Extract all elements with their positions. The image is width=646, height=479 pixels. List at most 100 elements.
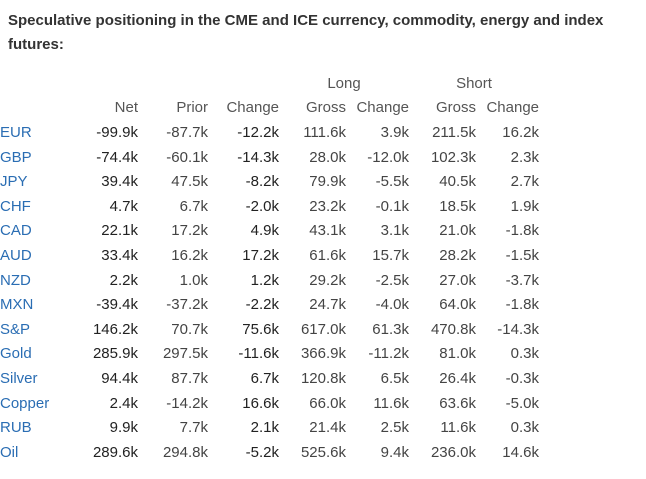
short-gross-cell: 470.8k bbox=[430, 320, 476, 338]
change-cell: 1.2k bbox=[250, 271, 279, 289]
net-cell: 33.4k bbox=[101, 246, 138, 264]
prior-cell: 47.5k bbox=[171, 173, 208, 191]
short-change-cell: -5.0k bbox=[505, 394, 539, 412]
table-row: GBP -74.4k -60.1k -14.3k 28.0k -12.0k 102.3k 2.… bbox=[0, 145, 539, 170]
change-cell: 6.7k bbox=[250, 369, 279, 387]
table-row: NZD 2.2k 1.0k 1.2k 29.2k -2.5k 27.0k -3.7k bbox=[0, 268, 539, 293]
short-change-cell: 14.6k bbox=[502, 443, 539, 461]
table-header: Long Short Net Prior Change Gross Change… bbox=[0, 71, 539, 120]
net-cell: 285.9k bbox=[92, 345, 138, 363]
change-spacer bbox=[208, 71, 279, 96]
long-change-cell: -2.5k bbox=[375, 271, 409, 289]
net-cell: 4.7k bbox=[109, 197, 138, 215]
change-cell: 75.6k bbox=[242, 320, 279, 338]
short-gross-cell: 26.4k bbox=[439, 369, 476, 387]
change-cell: 4.9k bbox=[250, 222, 279, 240]
change-cell: -2.0k bbox=[245, 197, 279, 215]
long-change-cell: 15.7k bbox=[372, 246, 409, 264]
short-gross-cell: 211.5k bbox=[432, 123, 476, 141]
long-gross-cell: 79.9k bbox=[309, 173, 346, 191]
short-change-cell: 16.2k bbox=[502, 123, 539, 141]
prior-cell: 16.2k bbox=[171, 246, 208, 264]
long-change-cell: 3.1k bbox=[380, 222, 409, 240]
net-cell: 146.2k bbox=[92, 320, 138, 338]
table-row: MXN -39.4k -37.2k -2.2k 24.7k -4.0k 64.0k -1.8k bbox=[0, 292, 539, 317]
net-header: Net bbox=[114, 99, 138, 117]
long-change-cell: -4.0k bbox=[375, 296, 409, 314]
short-change-cell: 2.3k bbox=[510, 148, 539, 166]
prior-cell: 294.8k bbox=[162, 443, 208, 461]
table-row: AUD 33.4k 16.2k 17.2k 61.6k 15.7k 28.2k -1.5k bbox=[0, 243, 539, 268]
short-change-cell: -3.7k bbox=[505, 271, 539, 289]
long-gross-cell: 29.2k bbox=[309, 271, 346, 289]
instrument-label: CAD bbox=[0, 222, 32, 240]
net-cell: 39.4k bbox=[101, 173, 138, 191]
net-cell: 2.4k bbox=[109, 394, 138, 412]
long-gross-cell: 66.0k bbox=[309, 394, 346, 412]
prior-cell: 70.7k bbox=[171, 320, 208, 338]
prior-cell: -37.2k bbox=[166, 296, 208, 314]
long-gross-cell: 21.4k bbox=[309, 419, 346, 437]
long-change-cell: 2.5k bbox=[380, 419, 409, 437]
net-cell: -74.4k bbox=[96, 148, 138, 166]
instrument-label: AUD bbox=[0, 246, 32, 264]
net-cell: -99.9k bbox=[96, 123, 138, 141]
long-change-cell: 3.9k bbox=[380, 123, 409, 141]
long-gross-cell: 525.6k bbox=[300, 443, 346, 461]
table-row: CAD 22.1k 17.2k 4.9k 43.1k 3.1k 21.0k -1.8k bbox=[0, 219, 539, 244]
long-change-cell: -11.2k bbox=[368, 345, 409, 363]
change-cell: 16.6k bbox=[242, 394, 279, 412]
instrument-label: JPY bbox=[0, 173, 28, 191]
change-cell: -11.6k bbox=[238, 345, 279, 363]
change-cell: -8.2k bbox=[245, 173, 279, 191]
long-change-cell: 9.4k bbox=[380, 443, 409, 461]
table-body: EUR -99.9k -87.7k -12.2k 111.6k 3.9k 211.5k 16.… bbox=[0, 120, 539, 464]
long-gross-cell: 61.6k bbox=[309, 246, 346, 264]
group-header-row: Long Short bbox=[0, 71, 539, 96]
long-gross-cell: 120.8k bbox=[300, 369, 346, 387]
instrument-label: CHF bbox=[0, 197, 31, 215]
change-cell: -14.3k bbox=[237, 148, 279, 166]
long-group-header: Long bbox=[327, 74, 361, 92]
change-cell: -12.2k bbox=[237, 123, 279, 141]
instrument-label: Copper bbox=[0, 394, 50, 412]
short-change-cell: -1.8k bbox=[505, 222, 539, 240]
prior-cell: -60.1k bbox=[166, 148, 208, 166]
prior-cell: 17.2k bbox=[171, 222, 208, 240]
long-gross-cell: 111.6k bbox=[303, 123, 346, 141]
prior-cell: -87.7k bbox=[166, 123, 208, 141]
long-gross-cell: 24.7k bbox=[309, 296, 346, 314]
prior-header: Prior bbox=[176, 99, 208, 117]
long-gross-header: Gross bbox=[305, 99, 346, 117]
change-cell: -5.2k bbox=[245, 443, 279, 461]
short-change-cell: -14.3k bbox=[497, 320, 539, 338]
change-cell: -2.2k bbox=[245, 296, 279, 314]
short-gross-cell: 81.0k bbox=[439, 345, 476, 363]
net-cell: 9.9k bbox=[109, 419, 138, 437]
table-row: S&P 146.2k 70.7k 75.6k 617.0k 61.3k 470.8k -14.… bbox=[0, 317, 539, 342]
long-gross-cell: 366.9k bbox=[300, 345, 346, 363]
long-change-cell: 11.6k bbox=[373, 394, 409, 412]
table-row: JPY 39.4k 47.5k -8.2k 79.9k -5.5k 40.5k 2.7k bbox=[0, 169, 539, 194]
table-row: CHF 4.7k 6.7k -2.0k 23.2k -0.1k 18.5k 1.9k bbox=[0, 194, 539, 219]
column-header-row: Net Prior Change Gross Change Gross Chan… bbox=[0, 96, 539, 121]
label-spacer bbox=[0, 71, 66, 96]
short-change-cell: -1.5k bbox=[505, 246, 539, 264]
short-gross-cell: 63.6k bbox=[439, 394, 476, 412]
short-gross-cell: 102.3k bbox=[430, 148, 476, 166]
short-change-cell: 1.9k bbox=[510, 197, 539, 215]
page-title: Speculative positioning in the CME and I… bbox=[8, 12, 604, 53]
net-cell: 289.6k bbox=[92, 443, 138, 461]
short-gross-cell: 11.6k bbox=[440, 419, 476, 437]
instrument-label: MXN bbox=[0, 296, 34, 314]
instrument-label: S&P bbox=[0, 320, 31, 338]
table-row: Copper 2.4k -14.2k 16.6k 66.0k 11.6k 63.6k -5.0… bbox=[0, 391, 539, 416]
long-gross-cell: 28.0k bbox=[309, 148, 346, 166]
short-change-cell: 2.7k bbox=[510, 173, 539, 191]
instrument-label: NZD bbox=[0, 271, 31, 289]
instrument-label: EUR bbox=[0, 123, 32, 141]
long-change-cell: 61.3k bbox=[372, 320, 409, 338]
table-row: EUR -99.9k -87.7k -12.2k 111.6k 3.9k 211.5k 16.… bbox=[0, 120, 539, 145]
long-gross-cell: 23.2k bbox=[309, 197, 346, 215]
prior-spacer bbox=[138, 71, 208, 96]
